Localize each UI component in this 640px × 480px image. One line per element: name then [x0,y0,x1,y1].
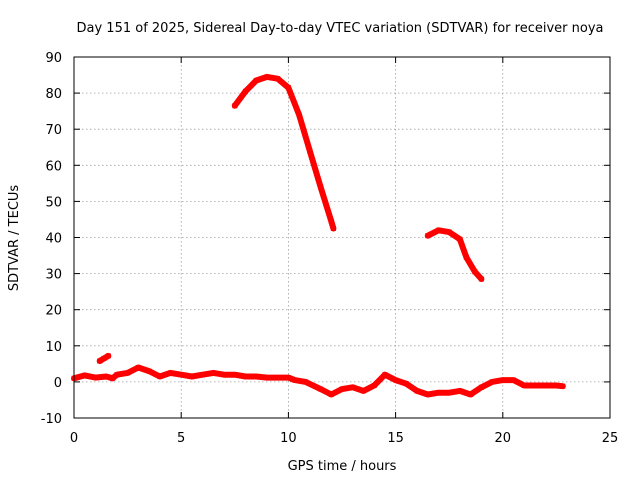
data-point [125,370,131,376]
y-tick-label: 30 [45,268,62,283]
data-point [285,375,291,381]
data-point [275,375,281,381]
data-point [339,386,345,392]
data-point [457,236,463,242]
y-tick-label: -10 [41,412,62,427]
data-point [232,103,238,109]
data-point [103,374,109,379]
data-point [253,374,259,379]
data-point [210,370,216,376]
data-point [264,375,270,381]
data-point [425,233,431,239]
y-tick-label: 60 [45,159,62,174]
data-point [500,377,506,383]
data-point [243,88,248,94]
data-point [478,276,484,282]
grid-lines [74,57,610,418]
data-point [114,372,120,378]
data-point [446,390,452,396]
data-point [243,374,248,379]
x-tick-label: 20 [495,431,512,446]
data-point [275,76,281,82]
data-point [110,375,116,381]
y-tick-label: 40 [45,232,62,247]
data-point [403,381,409,387]
data-point [318,386,324,392]
x-tick-label: 25 [602,431,619,446]
data-point [560,383,566,389]
data-point [350,384,356,390]
data-point [292,377,298,383]
data-point [101,355,107,361]
y-tick-label: 90 [45,51,62,66]
data-point [318,184,324,190]
data-series [71,73,566,398]
data-point [178,372,184,378]
data-point [382,372,388,378]
chart-title: Day 151 of 2025, Sidereal Day-to-day VTE… [77,21,604,36]
data-point [157,374,163,379]
data-point [489,379,495,385]
data-point [97,358,103,364]
data-point [307,148,313,154]
data-point [436,227,441,233]
data-point [146,368,152,374]
y-tick-label: 50 [45,195,62,210]
data-point [232,372,238,378]
data-point [303,379,309,385]
data-point [264,74,270,80]
x-tick-label: 10 [280,431,297,446]
data-point [135,365,141,370]
data-point [328,392,334,397]
y-tick-label: 80 [45,87,62,102]
data-point [200,372,206,378]
data-point [468,392,474,397]
data-point [543,383,549,388]
data-point [457,388,463,394]
y-tick-label: 10 [45,340,62,355]
data-point [296,112,302,118]
y-tick-label: 20 [45,304,62,319]
data-point [553,383,559,388]
data-point [189,374,195,379]
data-point [328,218,334,224]
data-point [221,372,227,378]
y-tick-label: 70 [45,123,62,138]
data-point [360,388,366,394]
x-tick-label: 5 [177,431,185,446]
y-axis-label: SDTVAR / TECUs [7,185,22,292]
data-point [472,269,478,275]
data-point [371,383,377,388]
data-point [425,392,431,397]
data-point [521,383,527,388]
x-tick-label: 15 [387,431,404,446]
data-point [285,85,291,91]
data-point [446,229,452,235]
data-point [393,377,399,383]
data-point [478,384,484,390]
data-point [168,370,173,376]
data-point [414,388,420,394]
data-point [436,390,441,396]
data-point [330,226,336,231]
x-tick-label: 0 [70,431,78,446]
x-axis-label: GPS time / hours [288,459,397,474]
data-point [532,383,538,388]
data-point [92,375,98,381]
data-point [105,353,111,359]
data-point [82,372,88,378]
series-line [231,73,337,232]
data-point [253,78,259,83]
data-point [511,377,516,383]
y-tick-label: 0 [54,376,62,391]
data-point [463,254,469,260]
axis-ticks: 0 5 10 15 20 25 -10 0 10 20 30 40 50 60 70 80 90 [41,51,619,446]
